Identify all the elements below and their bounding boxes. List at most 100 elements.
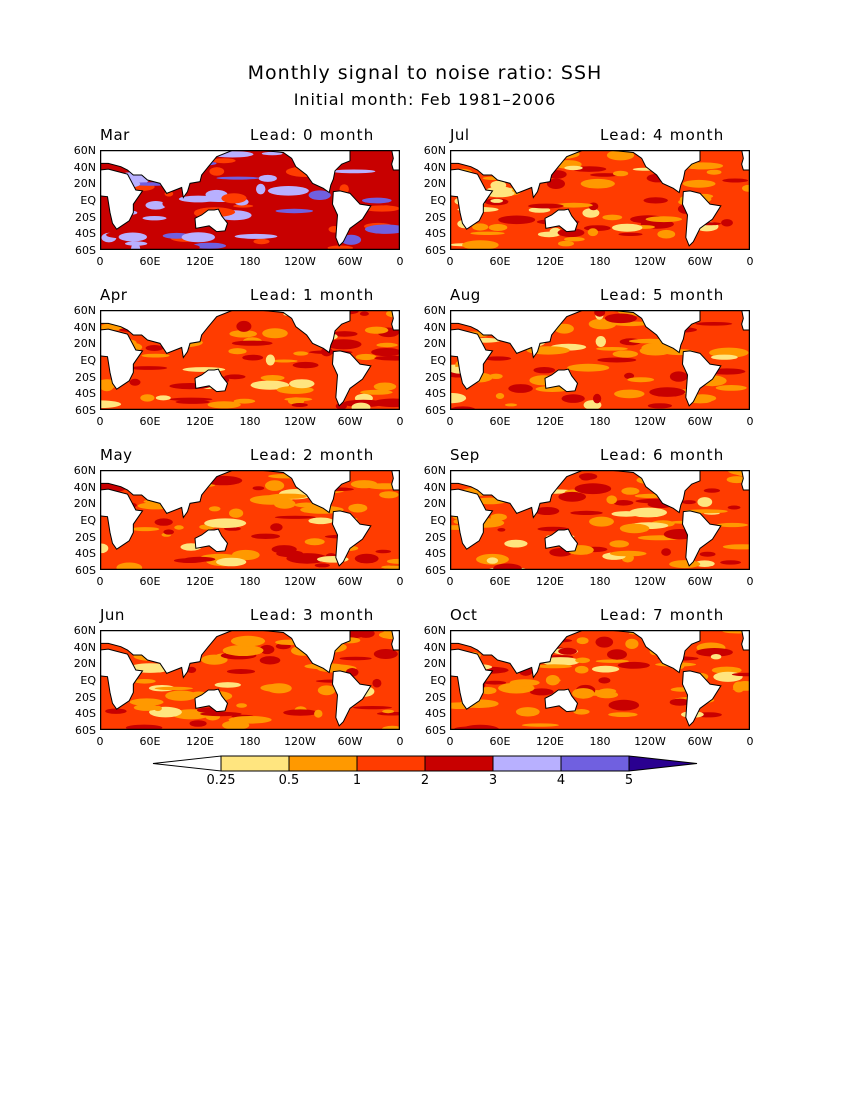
snr-patch [720,560,741,565]
snr-patch [515,707,540,717]
snr-patch [270,359,298,363]
lon-tick-label: 120E [186,575,214,588]
snr-patch [649,387,686,397]
snr-patch [314,563,330,568]
snr-patch [607,649,627,660]
lon-tick-label: 180 [239,575,261,588]
snr-patch [582,208,600,218]
panel-month-label: Jun [100,606,125,624]
snr-patch [697,497,713,507]
snr-patch [125,724,163,730]
snr-patch [598,688,617,694]
colorbar-label: 4 [556,773,566,788]
snr-patch [267,493,307,499]
panel-lead-label: Lead: 0 month [250,126,375,144]
lon-tick-label: 0 [96,415,104,428]
map-frame [100,310,400,410]
snr-patch [201,655,224,663]
snr-patch [230,635,266,647]
snr-patch [521,723,559,727]
land-mass [450,488,494,550]
lon-tick-label: 0 [96,575,104,588]
snr-patch [587,228,599,237]
snr-patch [721,219,733,227]
lat-tick-label: 60N [423,304,446,317]
snr-patch [374,355,400,361]
ssh-map-panel [100,630,400,730]
snr-patch [696,648,733,657]
panel-month-label: Aug [450,286,481,304]
land-mass [681,670,722,727]
snr-patch [155,395,171,401]
land-mass [258,310,351,354]
snr-patch [273,499,296,509]
snr-patch [558,240,574,247]
snr-patch [716,522,749,528]
snr-patch [209,167,225,176]
land-mass [100,328,144,390]
snr-patch [618,232,643,236]
snr-patch [606,495,617,504]
colorbar-segment [288,755,358,772]
lat-tick-label: 20N [73,337,96,351]
snr-patch [554,202,593,208]
land-mass [450,168,494,230]
land-mass [258,470,351,514]
snr-patch [575,657,590,664]
lat-tick-label: EQ [430,514,446,527]
snr-patch [483,680,507,685]
snr-patch [289,379,315,389]
lat-tick-label: 40N [423,480,446,494]
snr-patch [558,491,586,502]
panel-month-label: May [100,446,133,464]
snr-patch [621,487,640,495]
snr-patch [159,243,200,250]
snr-patch [604,313,637,324]
land-mass [331,350,372,407]
snr-patch [100,382,114,392]
snr-patch [291,403,308,407]
panel-lead-label: Lead: 4 month [600,126,725,144]
snr-patch [216,557,247,567]
land-mass [100,648,144,710]
land-mass [608,470,701,514]
snr-patch [547,178,565,189]
snr-patch [116,562,143,570]
lon-tick-label: 60E [139,575,161,588]
snr-patch [181,232,215,243]
snr-patch [260,684,290,692]
snr-patch [694,560,715,567]
snr-patch [629,507,667,518]
snr-patch [250,380,290,390]
snr-patch [100,543,109,554]
map-field [450,630,750,730]
snr-patch [133,704,159,711]
snr-patch [292,361,319,369]
snr-patch [129,366,168,370]
land-mass [450,648,494,710]
land-mass [258,630,351,674]
snr-patch [682,179,716,188]
snr-patch [229,330,257,338]
snr-patch [286,553,328,564]
snr-patch [596,347,628,351]
land-mass [741,150,750,171]
lon-tick-label: 0 [396,415,404,428]
snr-patch [242,354,264,361]
snr-patch [253,238,270,245]
lon-tick-label: 120E [186,255,214,268]
snr-patch [357,630,375,638]
land-mass [331,190,372,247]
lon-tick-label: 0 [396,575,404,588]
snr-patch [142,216,167,221]
lat-tick-label: 20N [423,337,446,351]
snr-patch [595,636,614,648]
land-mass [194,528,229,553]
lat-tick-label: 40S [75,227,96,241]
snr-patch [133,679,156,684]
panel-lead-label: Lead: 1 month [250,286,375,304]
snr-patch [208,506,221,512]
lon-tick-label: 120E [186,735,214,748]
snr-patch [612,350,638,358]
snr-patch [382,709,395,714]
